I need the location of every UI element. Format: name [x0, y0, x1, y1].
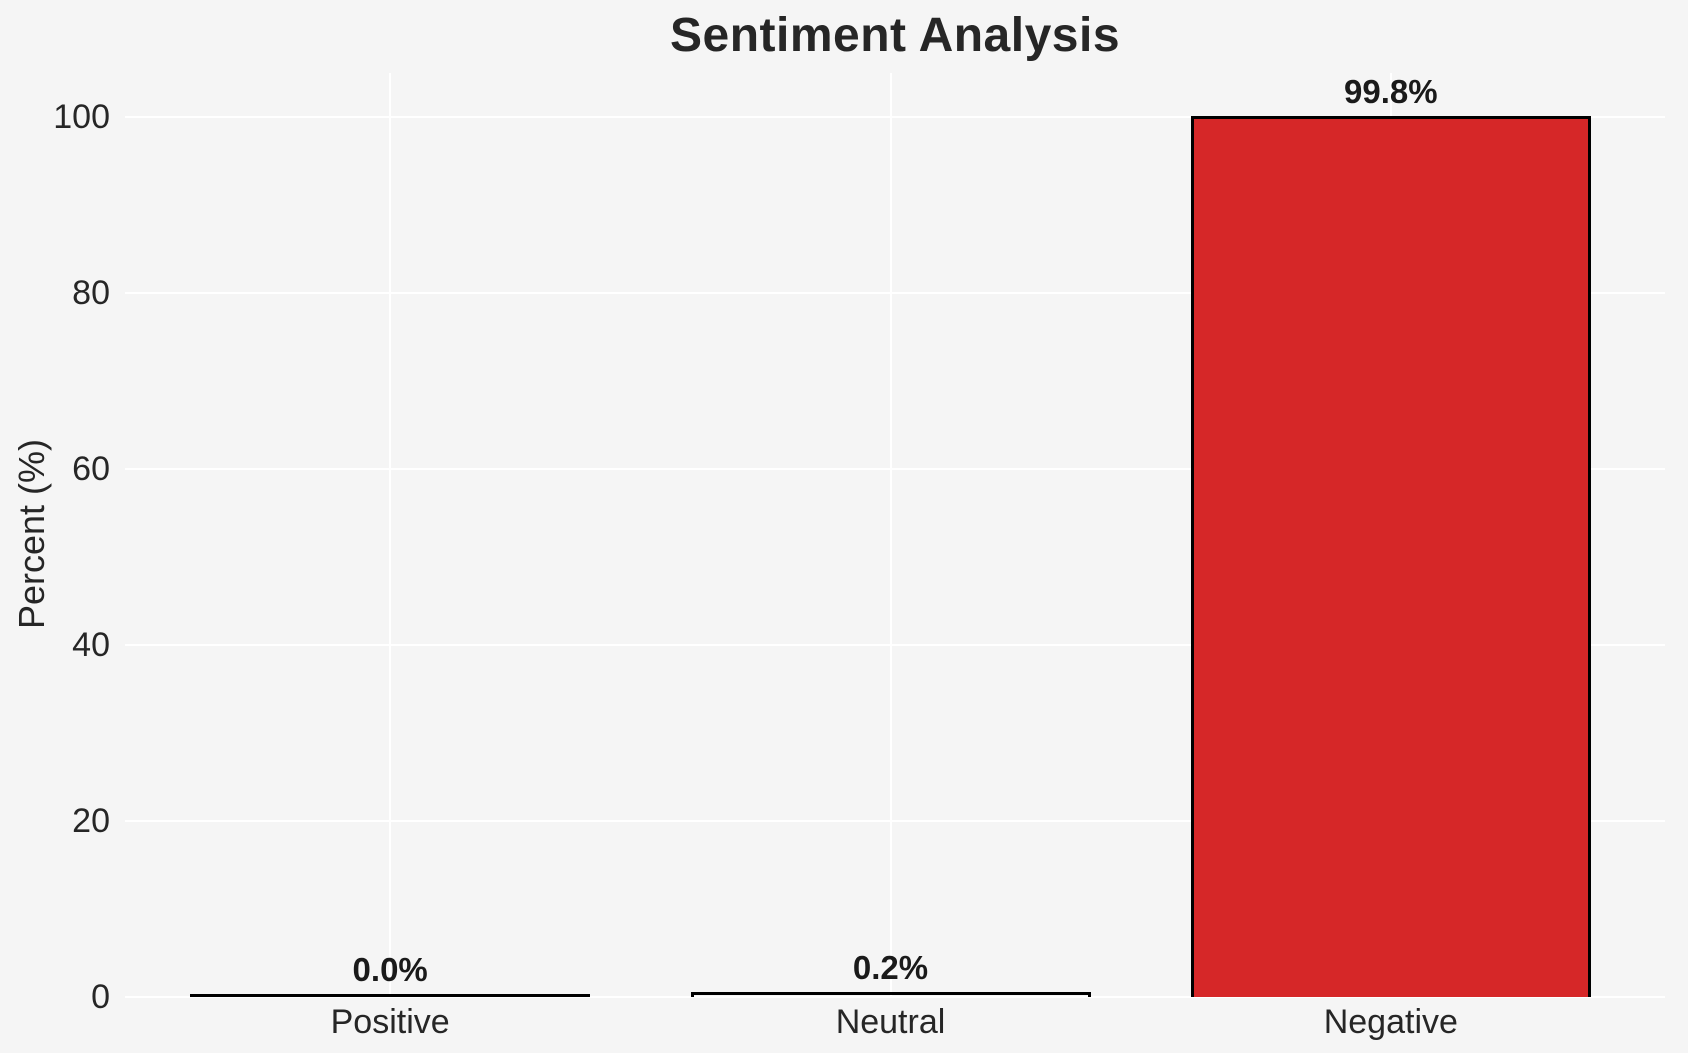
bar-negative — [1190, 116, 1591, 997]
bar-value-label: 99.8% — [1344, 73, 1438, 110]
y-tick-label: 40 — [72, 626, 110, 664]
y-tick-label: 80 — [72, 274, 110, 312]
gridline-vertical — [389, 73, 392, 997]
gridline-horizontal — [125, 468, 1665, 470]
gridline-horizontal — [125, 292, 1665, 294]
y-tick-label: 100 — [53, 98, 110, 136]
bar-value-label: 0.2% — [852, 949, 929, 986]
gridline-horizontal — [125, 116, 1665, 118]
x-tick-label: Negative — [1323, 1003, 1458, 1041]
y-tick-label: 0 — [91, 978, 110, 1016]
bar-value-label: 0.0% — [352, 951, 428, 988]
gridline-horizontal — [125, 820, 1665, 822]
gridline-horizontal — [125, 644, 1665, 646]
chart-title: Sentiment Analysis — [669, 9, 1121, 62]
gridline-horizontal — [125, 996, 1665, 998]
x-tick-label: Neutral — [835, 1003, 946, 1041]
y-tick-label: 60 — [72, 450, 110, 488]
x-tick-label: Positive — [330, 1003, 450, 1041]
bar-positive — [190, 994, 591, 997]
y-tick-label: 20 — [72, 802, 110, 840]
bar-neutral — [690, 992, 1091, 997]
gridline-vertical — [889, 73, 892, 997]
